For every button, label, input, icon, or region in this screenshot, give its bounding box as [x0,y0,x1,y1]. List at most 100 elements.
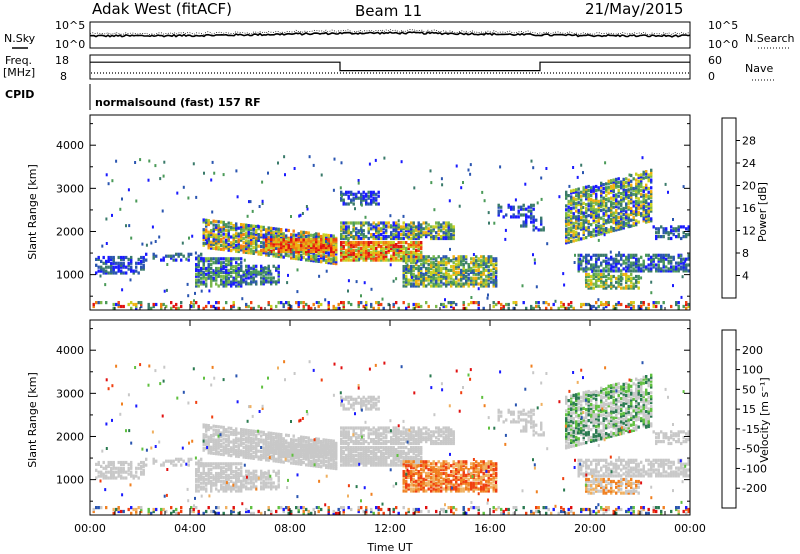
power-cell [262,276,265,280]
power-cell [395,223,398,227]
power-cell [240,225,243,229]
power-cell [435,231,438,235]
power-cell [115,302,118,307]
power-cell [392,250,395,254]
power-cell [600,205,603,209]
power-cell [615,276,618,280]
power-cell [255,268,258,272]
power-cell [285,244,288,248]
velocity-cell [255,429,258,434]
power-cell [237,249,240,254]
velocity-cell [225,447,228,451]
velocity-cell [250,481,253,485]
power-cell [480,282,483,286]
velocity-cell [207,443,210,447]
power-cell [360,230,363,234]
velocity-cell [277,459,280,464]
power-cell [632,267,635,271]
power-cell [227,233,230,237]
power-cell [105,271,108,275]
power-cell [232,301,235,305]
power-cell [320,173,323,177]
power-cell [582,215,585,219]
power-cell [567,205,570,209]
power-cell [247,235,250,239]
power-cell [152,252,155,256]
velocity-cell [197,464,200,468]
power-cell [612,265,615,269]
power-cell [570,206,573,211]
power-cell [452,266,455,271]
power-cell [400,246,403,250]
velocity-cell [200,471,203,476]
power-cell [455,257,458,261]
power-cell [335,244,338,248]
velocity-cell [210,485,213,489]
power-cell [327,257,330,261]
velocity-cell [130,474,133,478]
power-cell [587,219,590,224]
power-cell [630,195,633,199]
power-cell [412,265,415,269]
power-cell [120,304,123,309]
power-cell [590,197,593,202]
power-cell [607,206,610,211]
velocity-cell [252,475,255,479]
velocity-cell [200,464,203,468]
power-cell [245,274,248,278]
power-cell [435,272,438,276]
range-tick-label: 2000 [56,225,84,238]
power-cell [607,185,610,189]
power-cell [222,274,225,278]
power-cell [325,251,328,255]
power-cell [590,215,593,219]
power-cell [620,255,623,259]
power-cell [430,270,433,274]
velocity-cell [207,437,210,441]
noise-tick-left-top: 10^5 [55,19,85,32]
power-cell [452,280,455,284]
power-cell [277,278,280,282]
power-cell [217,220,220,224]
power-cell [222,248,225,252]
power-cell [425,255,428,259]
power-cell [222,232,225,236]
power-cell [640,200,643,204]
power-cell [567,223,570,227]
power-cell [457,255,460,259]
power-cell [295,240,298,244]
power-cell [620,186,623,190]
power-cell [197,278,200,282]
velocity-cell [215,483,218,487]
velocity-cell [285,433,288,437]
power-cell [213,171,216,175]
power-cell [380,258,383,262]
velocity-cell [200,481,203,485]
power-cell [95,271,98,275]
power-cell [250,226,253,230]
power-cell [377,301,380,305]
power-cell [370,246,373,250]
power-cell [415,243,418,247]
velocity-cell [212,442,215,446]
power-cell [442,225,445,229]
power-cell [250,241,253,245]
power-cell [407,246,410,250]
velocity-cell [245,446,248,450]
power-cell [620,253,623,257]
power-cell [630,276,633,280]
power-cell [641,156,644,160]
power-cell [480,265,483,269]
power-cell [232,239,235,243]
power-cell [207,219,210,223]
power-cell [425,221,428,225]
velocity-cell [240,481,243,485]
power-cell [230,243,233,247]
power-cell [587,208,590,212]
velocity-cell [247,477,250,481]
power-cell [111,179,114,183]
power-cell [612,304,615,309]
power-cell [410,241,413,245]
power-cell [285,246,288,250]
power-cell [660,253,663,257]
